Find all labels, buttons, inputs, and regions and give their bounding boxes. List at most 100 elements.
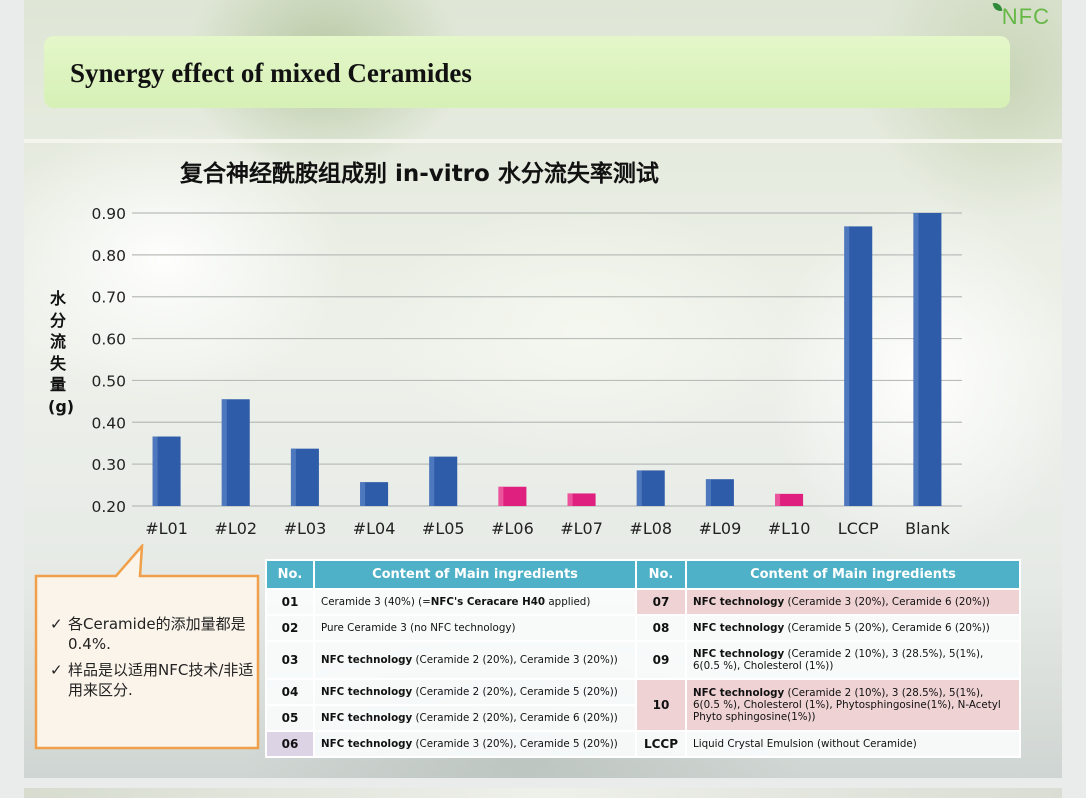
bar-highlight xyxy=(360,482,366,506)
x-tick-label: LCCP xyxy=(838,519,879,538)
row-content: NFC technology (Ceramide 2 (20%), Cerami… xyxy=(313,704,637,732)
bar-highlight xyxy=(844,226,850,506)
callout-notes: ✓ 各Ceramide的添加量都是0.4%. ✓ 样品是以适用NFC技术/非适用来区… xyxy=(50,614,256,706)
bar xyxy=(567,493,596,506)
bar xyxy=(360,482,389,506)
row-content: NFC technology (Ceramide 2 (20%), Cerami… xyxy=(313,640,637,680)
next-slide-edge xyxy=(24,788,1062,798)
row-content: NFC technology (Ceramide 3 (20%), Cerami… xyxy=(313,730,637,758)
header-no: No. xyxy=(635,559,687,590)
row-content: NFC technology (Ceramide 3 (20%), Cerami… xyxy=(685,588,1021,616)
slide: NFC Synergy effect of mixed Ceramides 复合… xyxy=(24,0,1062,778)
check-icon: ✓ xyxy=(50,615,63,633)
x-tick-label: #L10 xyxy=(768,519,811,538)
content-bold: NFC's Ceracare H40 xyxy=(430,596,546,608)
bar-highlight xyxy=(429,456,435,506)
chart-title: 复合神经酰胺组成别 in-vitro 水分流失率测试 xyxy=(180,161,659,187)
row-no: 10 xyxy=(635,678,687,732)
x-tick-label: #L04 xyxy=(353,519,396,538)
y-tick-label: 0.30 xyxy=(91,456,126,474)
table-row: 04 NFC technology (Ceramide 2 (20%), Cer… xyxy=(265,678,1021,732)
bar-chart: 0.90 0.80 0.70 0.60 0.50 0.40 0.30 0.20 #L01 #L02… xyxy=(91,205,962,538)
header-content: Content of Main ingredients xyxy=(313,559,637,590)
row-no: LCCP xyxy=(635,730,687,758)
content-bold: NFC technology xyxy=(321,654,413,666)
content-bold: NFC technology xyxy=(321,738,413,750)
bar-highlight xyxy=(913,213,919,506)
row-no: 05 xyxy=(265,704,315,732)
callout-box xyxy=(34,544,260,750)
x-tick-label: #L07 xyxy=(560,519,603,538)
bar-highlight xyxy=(567,493,573,506)
bar-highlight xyxy=(705,479,711,506)
y-tick-label: 0.40 xyxy=(91,414,126,432)
content-text: Ceramide 3 (40%) (= xyxy=(321,596,431,608)
x-tick-label: #L05 xyxy=(422,519,465,538)
row-no: 04 xyxy=(265,678,315,706)
content-text: (Ceramide 3 (20%), Ceramide 5 (20%)) xyxy=(412,738,618,750)
table-header-row: No. Content of Main ingredients No. Cont… xyxy=(265,559,1021,590)
content-text: (Ceramide 2 (10%), 3 (28.5%), 5(1%), 6(0… xyxy=(693,687,1001,723)
row-content: Ceramide 3 (40%) (=NFC's Ceracare H40 ap… xyxy=(313,588,637,616)
x-tick-label: Blank xyxy=(905,519,950,538)
content-text: (Ceramide 2 (20%), Ceramide 3 (20%)) xyxy=(412,654,618,666)
x-tick-label: #L06 xyxy=(491,519,534,538)
check-icon: ✓ xyxy=(50,661,63,679)
row-content: NFC technology (Ceramide 2 (10%), 3 (28.… xyxy=(685,640,1021,680)
slide-title: Synergy effect of mixed Ceramides xyxy=(70,58,472,88)
bar-highlight xyxy=(290,448,296,506)
content-text: (Ceramide 2 (10%), 3 (28.5%), 5(1%), 6(0… xyxy=(693,648,984,672)
header-content: Content of Main ingredients xyxy=(685,559,1021,590)
content-bold: NFC technology xyxy=(321,712,413,724)
content-bold: NFC technology xyxy=(693,648,785,660)
ingredients-table: No. Content of Main ingredients No. Cont… xyxy=(265,559,1021,758)
x-tick-label: #L09 xyxy=(699,519,742,538)
content-text: (Ceramide 5 (20%), Ceramide 6 (20%)) xyxy=(784,622,990,634)
content-bold: NFC technology xyxy=(693,687,785,699)
title-band: Synergy effect of mixed Ceramides xyxy=(44,36,1010,108)
content-text: (Ceramide 3 (20%), Ceramide 6 (20%)) xyxy=(784,596,990,608)
bar xyxy=(775,493,804,506)
bar-highlight xyxy=(498,486,504,506)
table-row: 01 Ceramide 3 (40%) (=NFC's Ceracare H40… xyxy=(265,588,1021,616)
content-bold: NFC technology xyxy=(693,622,785,634)
row-content: NFC technology (Ceramide 5 (20%), Cerami… xyxy=(685,614,1021,642)
x-tick-label: #L01 xyxy=(145,519,188,538)
row-no: 09 xyxy=(635,640,687,680)
table-row: 06 NFC technology (Ceramide 3 (20%), Cer… xyxy=(265,730,1021,758)
callout-note-text: 样品是以适用NFC技术/非适用来区分. xyxy=(68,661,254,699)
bar-highlight xyxy=(221,399,227,506)
content-text: (Ceramide 2 (20%), Ceramide 5 (20%)) xyxy=(412,686,618,698)
nfc-logo: NFC xyxy=(992,1,1050,30)
row-no: 02 xyxy=(265,614,315,642)
row-no: 08 xyxy=(635,614,687,642)
row-content: NFC technology (Ceramide 2 (10%), 3 (28.… xyxy=(685,678,1021,732)
row-no: 06 xyxy=(265,730,315,758)
callout-note: ✓ 各Ceramide的添加量都是0.4%. xyxy=(50,614,256,654)
y-tick-label: 0.80 xyxy=(91,247,126,265)
bar-highlight xyxy=(775,493,781,506)
y-tick-label: 0.90 xyxy=(91,205,126,223)
y-axis-label: 水分流失量(g) xyxy=(48,289,75,416)
row-content: Liquid Crystal Emulsion (without Ceramid… xyxy=(685,730,1021,758)
row-no: 03 xyxy=(265,640,315,680)
content-text: applied) xyxy=(545,596,591,608)
row-content: Pure Ceramide 3 (no NFC technology) xyxy=(313,614,637,642)
content-bold: NFC technology xyxy=(321,686,413,698)
y-tick-label: 0.60 xyxy=(91,331,126,349)
bar-highlight xyxy=(636,470,642,506)
table-row: 05 NFC technology (Ceramide 2 (20%), Cer… xyxy=(265,704,1020,732)
bar-highlight xyxy=(152,436,158,506)
row-no: 07 xyxy=(635,588,687,616)
x-tick-label: #L03 xyxy=(284,519,327,538)
x-tick-label: #L02 xyxy=(214,519,257,538)
x-tick-label: #L08 xyxy=(629,519,672,538)
y-tick-label: 0.70 xyxy=(91,289,126,307)
header-no: No. xyxy=(265,559,315,590)
table-row: 02 Pure Ceramide 3 (no NFC technology) 0… xyxy=(265,614,1021,642)
y-tick-label: 0.20 xyxy=(91,498,126,516)
divider xyxy=(24,139,1062,143)
table-row: 03 NFC technology (Ceramide 2 (20%), Cer… xyxy=(265,640,1021,680)
bar xyxy=(498,486,527,506)
row-no: 01 xyxy=(265,588,315,616)
